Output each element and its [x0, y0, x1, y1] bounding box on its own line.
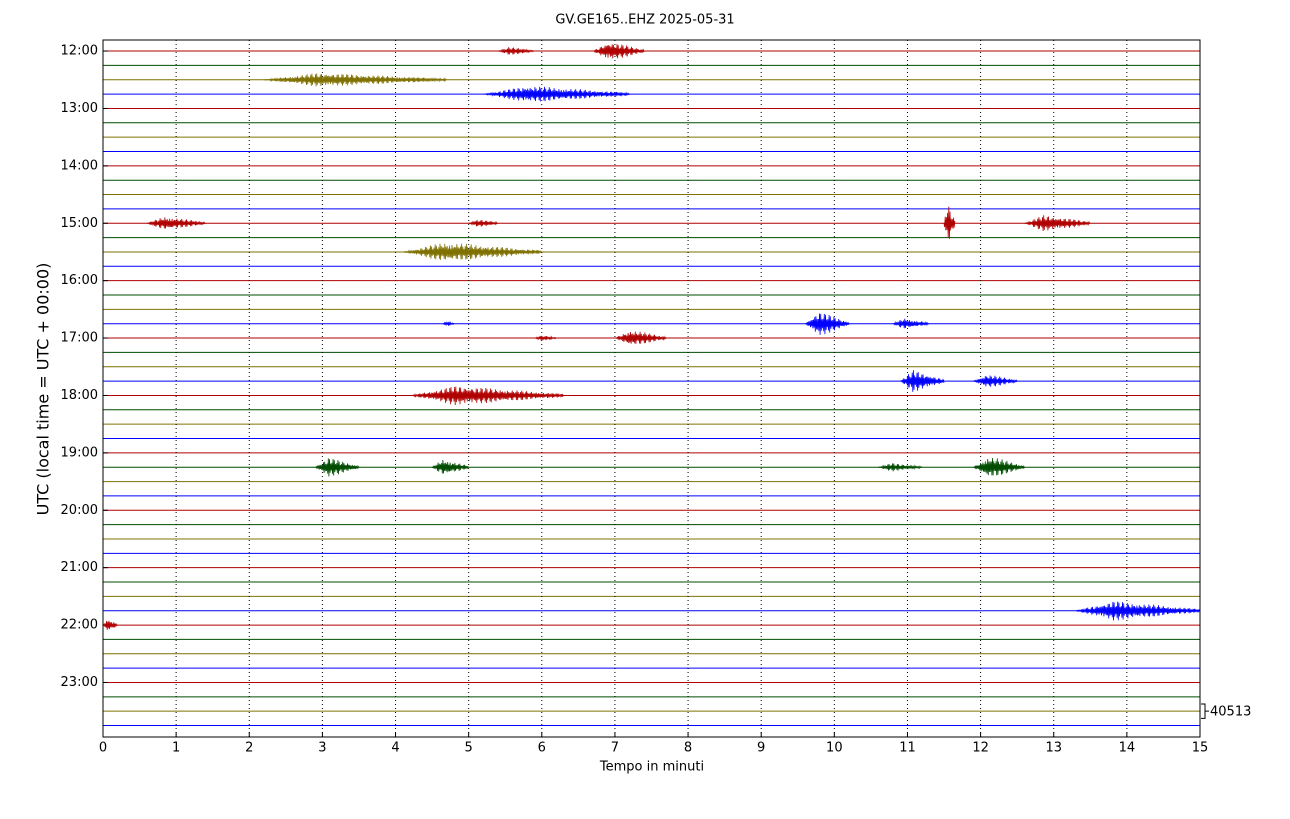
chart-title: GV.GE165..EHZ 2025-05-31	[555, 13, 734, 28]
x-tick-label: 13	[1045, 741, 1062, 756]
x-tick-label: 2	[245, 741, 253, 756]
x-tick-label: 10	[826, 741, 843, 756]
seismic-event	[943, 206, 956, 239]
seismic-event	[102, 620, 118, 630]
seismic-event	[497, 47, 535, 55]
x-tick-label: 11	[899, 741, 916, 756]
x-tick-label: 4	[391, 741, 399, 756]
x-tick-label: 3	[318, 741, 326, 756]
y-tick-label: 15:00	[61, 216, 98, 231]
y-tick-label: 12:00	[61, 44, 98, 59]
seismic-event	[146, 217, 206, 229]
seismic-event	[804, 313, 850, 335]
x-tick-label: 1	[172, 741, 180, 756]
x-tick-label: 15	[1192, 741, 1209, 756]
x-tick-label: 14	[1119, 741, 1136, 756]
seismic-event	[431, 459, 469, 474]
scale-bracket	[1201, 703, 1209, 719]
seismic-event	[614, 331, 667, 344]
seismic-event	[892, 318, 930, 329]
plot-frame	[102, 39, 1201, 738]
seismic-event	[973, 457, 1025, 476]
x-tick-label: 7	[611, 741, 619, 756]
x-tick-label: 6	[538, 741, 546, 756]
y-tick-label: 13:00	[61, 101, 98, 116]
y-tick-label: 21:00	[61, 560, 98, 575]
y-tick-label: 19:00	[61, 445, 98, 460]
y-tick-label: 20:00	[61, 503, 98, 518]
seismic-event	[314, 458, 360, 477]
y-tick-label: 17:00	[61, 331, 98, 346]
seismic-event	[402, 243, 542, 260]
seismic-event	[878, 463, 923, 472]
x-tick-label: 12	[972, 741, 989, 756]
y-axis-label: UTC (local time = UTC + 00:00)	[34, 263, 53, 516]
seismic-event	[900, 370, 945, 392]
seismic-event	[973, 375, 1018, 387]
scale-label: 40513	[1210, 705, 1251, 720]
x-tick-label: 8	[684, 741, 692, 756]
seismic-event	[442, 321, 455, 327]
seismic-event	[1075, 601, 1201, 621]
y-tick-label: 23:00	[61, 675, 98, 690]
y-tick-label: 14:00	[61, 158, 98, 173]
y-tick-label: 16:00	[61, 273, 98, 288]
x-axis-label: Tempo in minuti	[599, 760, 704, 775]
x-tick-label: 9	[757, 741, 765, 756]
seismic-event	[1024, 215, 1091, 232]
y-tick-label: 18:00	[61, 388, 98, 403]
x-tick-label: 0	[99, 741, 107, 756]
x-tick-label: 5	[465, 741, 473, 756]
seismic-event	[468, 219, 498, 227]
seismic-event	[263, 73, 447, 87]
y-tick-label: 22:00	[61, 618, 98, 633]
seismic-event	[534, 335, 557, 341]
seismic-event	[592, 44, 645, 59]
seismic-event	[483, 86, 630, 102]
seismic-event	[410, 386, 564, 406]
